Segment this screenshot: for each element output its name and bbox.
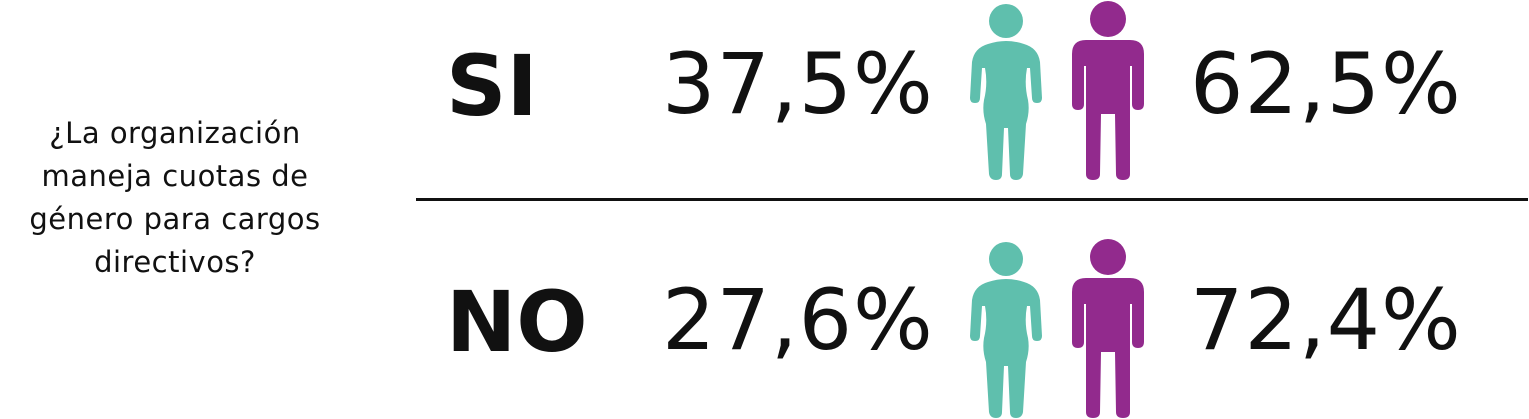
question-line: género para cargos xyxy=(29,202,321,236)
man-figure-icon xyxy=(1068,0,1148,182)
answer-row-no: NO 27,6% 72,4% xyxy=(0,230,1529,419)
woman-figure-icon xyxy=(966,238,1046,419)
answer-row-si: SI 37,5% 62,5% xyxy=(0,0,1529,200)
women-percentage: 37,5% xyxy=(662,35,934,133)
question-line: maneja cuotas de xyxy=(41,159,309,193)
woman-figure-icon xyxy=(966,0,1046,182)
answer-label: SI xyxy=(446,37,538,135)
divider-line xyxy=(416,198,1528,201)
men-percentage: 62,5% xyxy=(1190,35,1462,133)
answer-label: NO xyxy=(446,273,588,371)
man-figure-icon xyxy=(1068,238,1148,419)
women-percentage: 27,6% xyxy=(662,271,934,369)
question-line: directivos? xyxy=(94,245,256,279)
question-text: ¿La organización maneja cuotas de género… xyxy=(0,112,350,284)
men-percentage: 72,4% xyxy=(1190,271,1462,369)
question-line: ¿La organización xyxy=(49,116,301,150)
